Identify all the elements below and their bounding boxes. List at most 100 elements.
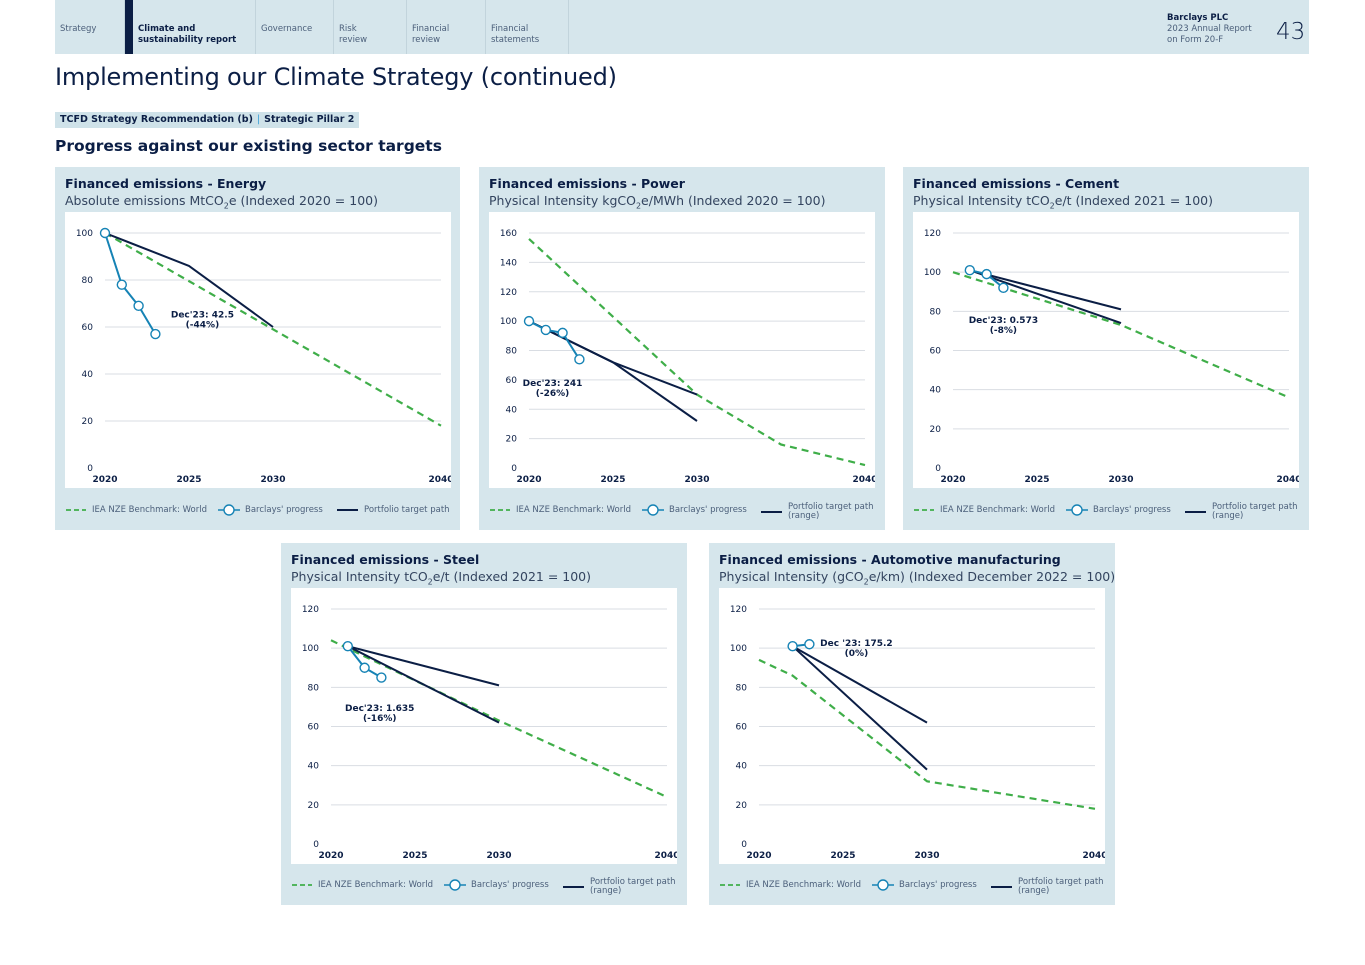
- progress-point: [133, 300, 144, 312]
- chart-legend: IEA NZE Benchmark: World Barclays' progre…: [291, 878, 677, 898]
- progress-point: [359, 662, 370, 673]
- annotation-change: (-26%): [536, 389, 570, 399]
- tag-separator: |: [256, 114, 261, 125]
- subtitle-subscript: 2: [427, 577, 433, 587]
- nav-tab-financial-review[interactable]: Financial review: [407, 0, 486, 54]
- chart-panel-cement: Financed emissions - Cement Physical Inte…: [903, 167, 1309, 530]
- subtitle-text: Physical Intensity tCO: [291, 569, 428, 584]
- target-icon: [563, 886, 584, 888]
- target-icon: [991, 886, 1012, 888]
- legend-label: Portfolio target path: [364, 504, 450, 515]
- subtitle-subscript: 2: [863, 577, 869, 587]
- nav-tab-label: Strategy: [60, 24, 97, 34]
- y-tick-label: 20: [736, 801, 748, 811]
- progress-point: [376, 672, 387, 683]
- x-tick-label: 2025: [830, 851, 855, 861]
- progress-point: [150, 328, 161, 340]
- chart-plot-area: 0 20 40 60 80 100 120 2020 2025 2030 2040 Dec'23: 0…: [913, 212, 1299, 488]
- legend-benchmark: IEA NZE Benchmark: World: [291, 878, 433, 892]
- benchmark-line: [104, 232, 442, 427]
- page-title: Implementing our Climate Strategy (conti…: [55, 63, 617, 91]
- tag-pillar: Strategic Pillar 2: [264, 114, 355, 125]
- chart-subtitle: Absolute emissions MtCO2e (Indexed 2020 …: [65, 193, 378, 211]
- annotation-value: Dec'23: 0.573: [969, 316, 1038, 326]
- chart-subtitle: Physical Intensity tCO2e/t (Indexed 2021…: [291, 569, 591, 587]
- legend-target: Portfolio target path (range): [1185, 503, 1298, 521]
- target-path-line: [792, 645, 928, 724]
- chart-panel-automotive: Financed emissions - Automotive manufact…: [709, 543, 1115, 905]
- chart-subtitle: Physical Intensity kgCO2e/MWh (Indexed 2…: [489, 193, 825, 211]
- x-tick-label: 2020: [516, 475, 541, 485]
- y-tick-label: 60: [82, 323, 94, 333]
- progress-point: [787, 641, 798, 652]
- progress-point: [574, 354, 585, 365]
- chart-title: Financed emissions - Power: [489, 176, 685, 191]
- nav-tab-climate[interactable]: Climate and sustainability report: [125, 0, 256, 54]
- legend-label: Barclays' progress: [899, 879, 977, 890]
- chart-subtitle: Physical Intensity tCO2e/t (Indexed 2021…: [913, 193, 1213, 211]
- nav-tab-financial-statements[interactable]: Financial statements: [486, 0, 569, 54]
- y-tick-label: 40: [930, 386, 942, 396]
- progress-icon: [872, 879, 894, 891]
- y-tick-label: 0: [935, 464, 941, 474]
- y-tick-label: 120: [924, 229, 941, 239]
- chart-panel-energy: Financed emissions - Energy Absolute emis…: [55, 167, 460, 530]
- nav-tab-governance[interactable]: Governance: [256, 0, 334, 54]
- y-tick-label: 20: [308, 801, 320, 811]
- progress-icon: [1066, 504, 1088, 516]
- legend-target: Portfolio target path (range): [761, 503, 874, 521]
- x-tick-label: 2040: [1276, 475, 1299, 485]
- x-tick-label: 2025: [402, 851, 427, 861]
- x-tick-label: 2030: [914, 851, 939, 861]
- nav-tab-strategy[interactable]: Strategy: [55, 0, 125, 54]
- legend-label: IEA NZE Benchmark: World: [92, 504, 207, 515]
- x-tick-label: 2025: [600, 475, 625, 485]
- y-tick-label: 100: [730, 644, 747, 654]
- y-tick-label: 120: [730, 605, 747, 615]
- chart-legend: IEA NZE Benchmark: World Barclays' progre…: [489, 503, 875, 523]
- legend-label: IEA NZE Benchmark: World: [940, 504, 1055, 515]
- progress-point: [540, 324, 551, 336]
- legend-progress: Barclays' progress: [1066, 503, 1171, 517]
- nav-tab-risk-review[interactable]: Risk review: [334, 0, 407, 54]
- y-tick-label: 40: [736, 762, 748, 772]
- nav-tab-label: Risk review: [339, 24, 368, 45]
- chart-plot-area: 0 20 40 60 80 100 120 2020 2025 2030 2040 Dec'23: 1…: [291, 588, 677, 864]
- nav-tab-label: Financial review: [412, 24, 450, 45]
- chart-title: Financed emissions - Automotive manufact…: [719, 552, 1061, 567]
- legend-benchmark: IEA NZE Benchmark: World: [719, 878, 861, 892]
- legend-label: Barclays' progress: [669, 504, 747, 515]
- legend-label: Portfolio target path (range): [590, 877, 676, 896]
- x-tick-label: 2030: [684, 475, 709, 485]
- nav-tab-label: Financial statements: [491, 24, 540, 45]
- chart-title: Financed emissions - Steel: [291, 552, 480, 567]
- y-tick-label: 140: [500, 258, 517, 268]
- x-tick-label: 2025: [176, 475, 201, 485]
- legend-label: Barclays' progress: [1093, 504, 1171, 515]
- y-tick-label: 100: [76, 229, 93, 239]
- legend-label: Portfolio target path (range): [1212, 502, 1298, 521]
- progress-line: [104, 232, 157, 335]
- active-tab-indicator: [125, 0, 133, 54]
- chart-subtitle: Physical Intensity (gCO2e/km) (Indexed D…: [719, 569, 1115, 587]
- chart-legend: IEA NZE Benchmark: World Barclays' progre…: [913, 503, 1299, 523]
- y-tick-label: 80: [82, 276, 94, 286]
- progress-point: [99, 227, 111, 239]
- legend-target: Portfolio target path (range): [991, 878, 1104, 896]
- benchmark-icon: [914, 509, 934, 511]
- y-tick-label: 100: [302, 644, 319, 654]
- chart-panel-steel: Financed emissions - Steel Physical Inten…: [281, 543, 687, 905]
- brand-form: on Form 20-F: [1167, 35, 1224, 45]
- y-tick-label: 60: [930, 347, 942, 357]
- target-icon: [1185, 511, 1206, 513]
- brand-name: Barclays PLC: [1167, 13, 1229, 23]
- annotation-change: (-8%): [990, 326, 1017, 336]
- y-tick-label: 60: [736, 723, 748, 733]
- legend-progress: Barclays' progress: [642, 503, 747, 517]
- target-path-line: [791, 645, 928, 771]
- chart-panel-power: Financed emissions - Power Physical Inten…: [479, 167, 885, 530]
- legend-target: Portfolio target path (range): [563, 878, 676, 896]
